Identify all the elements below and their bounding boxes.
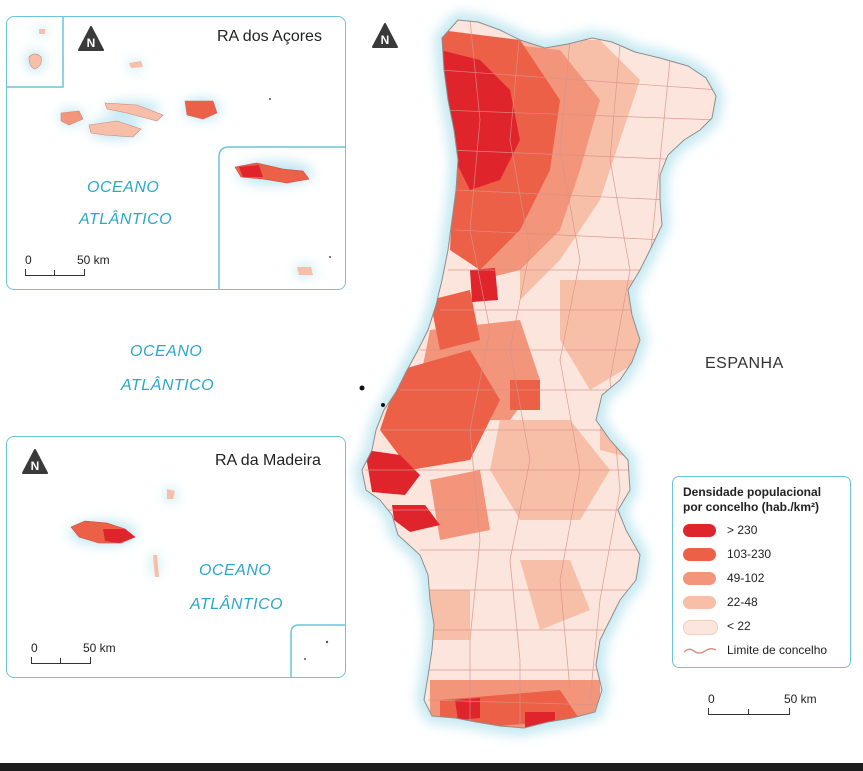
madeira-scale-label: 50 km	[83, 641, 116, 655]
north-arrow-icon: N	[22, 449, 48, 474]
azores-scale-label: 50 km	[77, 253, 110, 267]
main-scale-zero: 0	[708, 692, 715, 706]
azores-scale-bar: 0 50 km	[25, 253, 115, 283]
madeira-ocean-label-1: OCEANO	[199, 562, 272, 579]
inset-madeira: RA da Madeira OCEANO ATLÂNTICO 0 50 km	[6, 436, 346, 678]
north-arrow-icon: N	[372, 23, 398, 48]
azores-scale-zero: 0	[25, 253, 32, 267]
legend-label: 22-48	[727, 595, 758, 609]
azores-ocean-label-1: OCEANO	[87, 179, 160, 196]
main-scale-label: 50 km	[784, 692, 817, 706]
madeira-ocean-label-2: ATLÂNTICO	[190, 596, 284, 613]
legend-swatch	[683, 548, 716, 561]
country-label-spain: ESPANHA	[705, 355, 784, 372]
main-scale-bar: 0 50 km	[708, 692, 828, 722]
legend-swatch	[683, 572, 716, 585]
legend-label: > 230	[727, 523, 758, 537]
legend-label: 103-230	[727, 547, 772, 561]
legend-label-boundary: Limite de concelho	[727, 643, 828, 657]
azores-ocean-label-2: ATLÂNTICO	[79, 211, 173, 228]
north-letter: N	[87, 36, 96, 50]
main-ocean-label-2: ATLÂNTICO	[121, 377, 215, 394]
north-letter: N	[31, 459, 40, 473]
inset-azores: RA dos Açores OCEANO ATLÂNTICO 0 50 km	[6, 16, 346, 290]
legend-swatch	[683, 596, 716, 609]
madeira-scale-bar: 0 50 km	[31, 641, 131, 671]
legend-title-line1: Densidade populacional	[683, 485, 822, 499]
main-ocean-label-1: OCEANO	[130, 343, 203, 360]
madeira-map	[69, 488, 345, 677]
legend-label: 49-102	[727, 571, 765, 585]
madeira-title: RA da Madeira	[215, 452, 321, 469]
azores-title: RA dos Açores	[217, 28, 322, 45]
madeira-scale-zero: 0	[31, 641, 38, 655]
north-arrow-icon: N	[78, 26, 104, 51]
boundary-line-icon	[683, 647, 717, 654]
azores-map	[7, 17, 345, 289]
legend-title: Densidade populacional por concelho (hab…	[683, 485, 848, 515]
legend-title-line2: por concelho (hab./km²)	[683, 500, 820, 514]
legend: Densidade populacional por concelho (hab…	[672, 476, 851, 668]
legend-label: < 22	[727, 619, 751, 633]
bottom-bar	[0, 763, 863, 771]
legend-swatch	[683, 620, 718, 635]
north-letter: N	[381, 33, 390, 47]
legend-swatch	[683, 524, 716, 537]
